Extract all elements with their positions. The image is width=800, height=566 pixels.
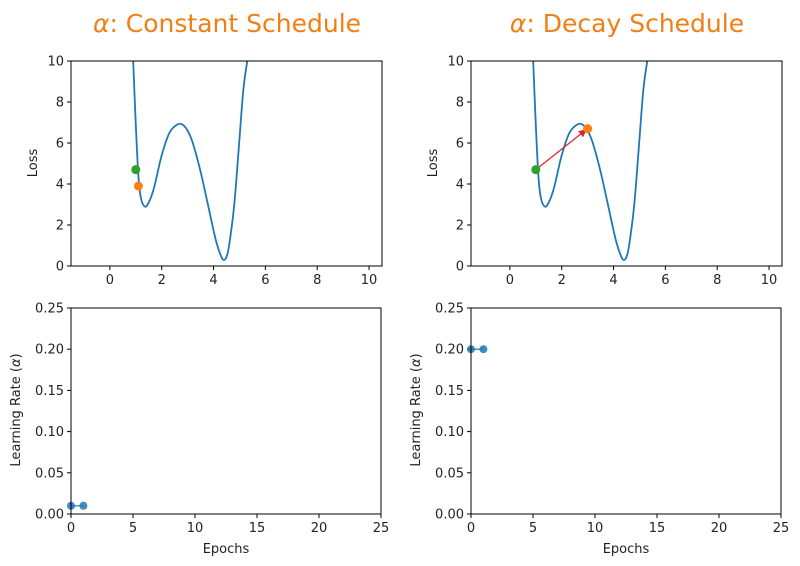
x-axis-label: Epochs xyxy=(603,542,650,557)
decay-loss-panel: α: Decay Schedule Loss 0 2 4 6 8 10 0 2 4 6 8 10 xyxy=(426,9,783,288)
step-arrow xyxy=(535,129,587,171)
y-tick-label: 10 xyxy=(47,55,64,70)
x-tick-label: 5 xyxy=(129,521,137,536)
x-tick-label: 4 xyxy=(209,273,217,288)
panel-title: α: Constant Schedule xyxy=(93,9,361,38)
plot-frame xyxy=(70,60,383,267)
x-tick-label: 5 xyxy=(529,521,537,536)
x-tick-label: 10 xyxy=(361,273,378,288)
y-tick-label: 0.20 xyxy=(35,343,64,358)
x-tick-label: 0 xyxy=(106,273,114,288)
y-tick-label: 4 xyxy=(456,178,464,193)
x-axis-label: Epochs xyxy=(203,542,250,557)
y-tick-label: 6 xyxy=(56,137,64,152)
y-tick-label: 0.25 xyxy=(35,302,64,317)
y-tick-label: 0.05 xyxy=(435,466,464,481)
y-tick-label: 0.10 xyxy=(35,425,64,440)
y-tick-label: 10 xyxy=(447,55,464,70)
y-tick-label: 0.20 xyxy=(435,343,464,358)
x-tick-label: 25 xyxy=(373,521,390,536)
x-tick-label: 15 xyxy=(649,521,666,536)
x-tick-label: 25 xyxy=(773,521,790,536)
y-tick-label: 0.05 xyxy=(35,466,64,481)
y-tick-label: 0.00 xyxy=(35,508,64,523)
x-tick-label: 20 xyxy=(311,521,328,536)
x-tick-label: 6 xyxy=(661,273,669,288)
plot-frame xyxy=(70,307,382,515)
y-axis-label: Loss xyxy=(26,149,41,178)
x-tick-label: 8 xyxy=(713,273,721,288)
position-point xyxy=(583,124,593,134)
loss-curve xyxy=(532,61,649,261)
y-axis-label: Learning Rate (α) xyxy=(9,353,24,466)
y-tick-label: 6 xyxy=(456,137,464,152)
lr-point xyxy=(79,501,88,510)
y-tick-label: 0.00 xyxy=(435,508,464,523)
y-tick-label: 0.25 xyxy=(435,302,464,317)
plot-frame xyxy=(470,60,783,267)
x-tick-label: 15 xyxy=(249,521,266,536)
y-tick-label: 2 xyxy=(56,219,64,234)
plot-frame xyxy=(470,307,782,515)
y-axis-label: Learning Rate (α) xyxy=(409,353,424,466)
position-point xyxy=(531,165,541,175)
y-axis-label: Loss xyxy=(426,149,441,178)
y-tick-label: 0.15 xyxy=(435,384,464,399)
y-tick-label: 8 xyxy=(456,96,464,111)
y-tick-label: 0.15 xyxy=(35,384,64,399)
x-tick-label: 10 xyxy=(761,273,778,288)
x-tick-label: 6 xyxy=(261,273,269,288)
x-tick-label: 0 xyxy=(506,273,514,288)
decay-lr-panel: Learning Rate (α) Epochs 0 5 10 15 20 25 0.00 0… xyxy=(409,302,789,558)
y-tick-label: 0 xyxy=(456,260,464,275)
x-tick-label: 0 xyxy=(467,521,475,536)
y-tick-label: 4 xyxy=(56,178,64,193)
constant-lr-panel: Learning Rate (α) Epochs 0 5 10 15 20 25 0.00 0… xyxy=(9,302,389,558)
panel-title: α: Decay Schedule xyxy=(510,9,744,38)
x-tick-label: 4 xyxy=(609,273,617,288)
x-tick-label: 10 xyxy=(187,521,204,536)
y-tick-label: 8 xyxy=(56,96,64,111)
x-tick-label: 10 xyxy=(587,521,604,536)
position-point xyxy=(133,181,143,191)
x-tick-label: 2 xyxy=(558,273,566,288)
lr-point xyxy=(479,345,488,354)
y-tick-label: 2 xyxy=(456,219,464,234)
constant-loss-panel: α: Constant Schedule Loss 0 2 4 6 8 10 0 2 4 6 8 10 xyxy=(26,9,383,288)
x-tick-label: 8 xyxy=(313,273,321,288)
x-tick-label: 0 xyxy=(67,521,75,536)
x-tick-label: 2 xyxy=(158,273,166,288)
y-tick-label: 0 xyxy=(56,260,64,275)
loss-curve xyxy=(132,61,249,261)
position-point xyxy=(131,165,141,175)
y-tick-label: 0.10 xyxy=(435,425,464,440)
x-tick-label: 20 xyxy=(711,521,728,536)
